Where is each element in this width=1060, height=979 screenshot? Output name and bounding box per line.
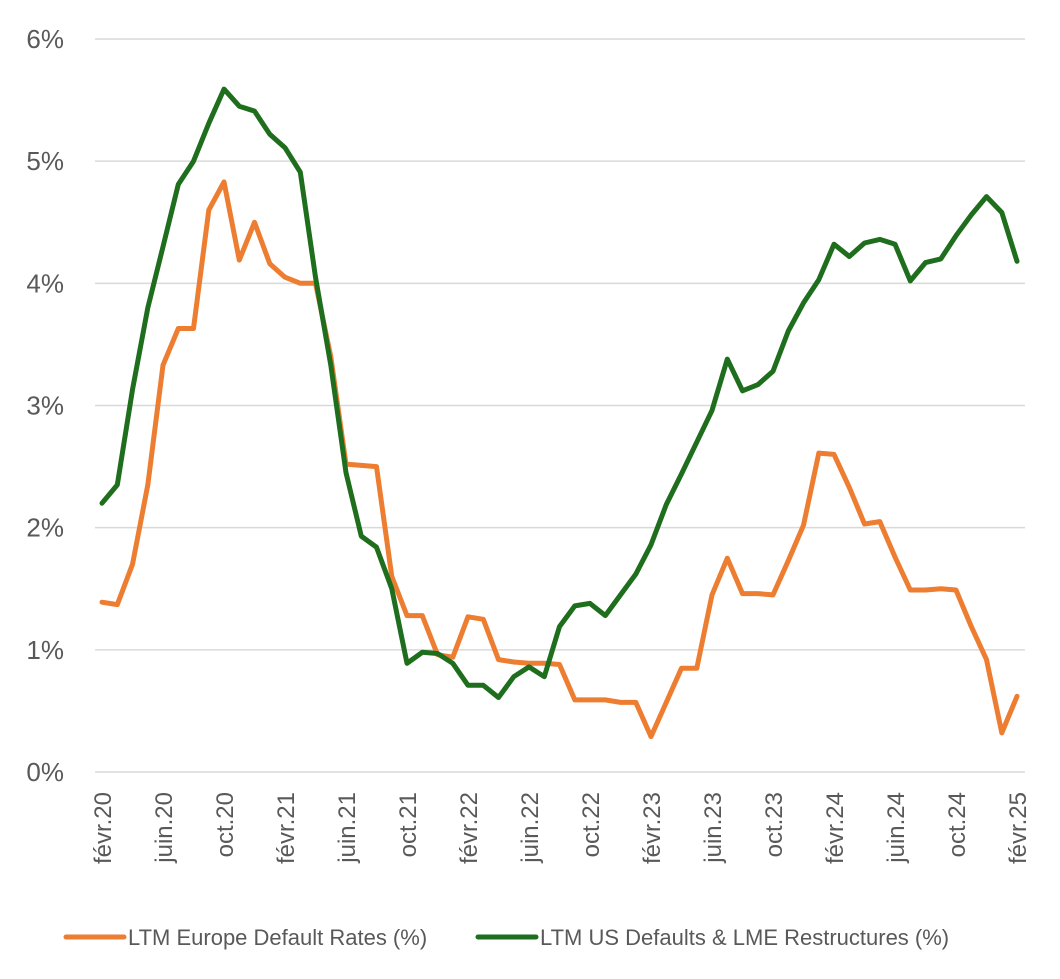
y-tick-label: 0%	[26, 757, 64, 787]
legend-label: LTM US Defaults & LME Restructures (%)	[540, 925, 949, 950]
x-tick-label: juin.22	[517, 792, 544, 864]
series-line-1	[99, 86, 1020, 700]
x-tick-label: févr.23	[639, 792, 666, 864]
x-tick-label: févr.24	[822, 792, 849, 864]
x-tick-label: févr.21	[273, 792, 300, 864]
x-tick-label: oct.23	[761, 792, 788, 857]
y-tick-label: 5%	[26, 146, 64, 176]
y-tick-label: 3%	[26, 391, 64, 421]
legend-label: LTM Europe Default Rates (%)	[128, 925, 427, 950]
x-tick-label: juin.21	[334, 792, 361, 864]
x-tick-label: févr.22	[456, 792, 483, 864]
x-tick-label: oct.20	[212, 792, 239, 857]
x-tick-label: févr.25	[1005, 792, 1032, 864]
x-tick-label: oct.21	[395, 792, 422, 857]
x-tick-label: oct.22	[578, 792, 605, 857]
x-tick-label: juin.23	[700, 792, 727, 864]
y-tick-label: 1%	[26, 635, 64, 665]
series-line-0	[99, 179, 1020, 740]
y-tick-label: 6%	[26, 24, 64, 54]
x-tick-label: oct.24	[944, 792, 971, 857]
y-tick-label: 2%	[26, 513, 64, 543]
y-tick-label: 4%	[26, 268, 64, 298]
x-tick-label: juin.20	[151, 792, 178, 864]
x-tick-label: juin.24	[883, 792, 910, 864]
x-tick-label: févr.20	[90, 792, 117, 864]
